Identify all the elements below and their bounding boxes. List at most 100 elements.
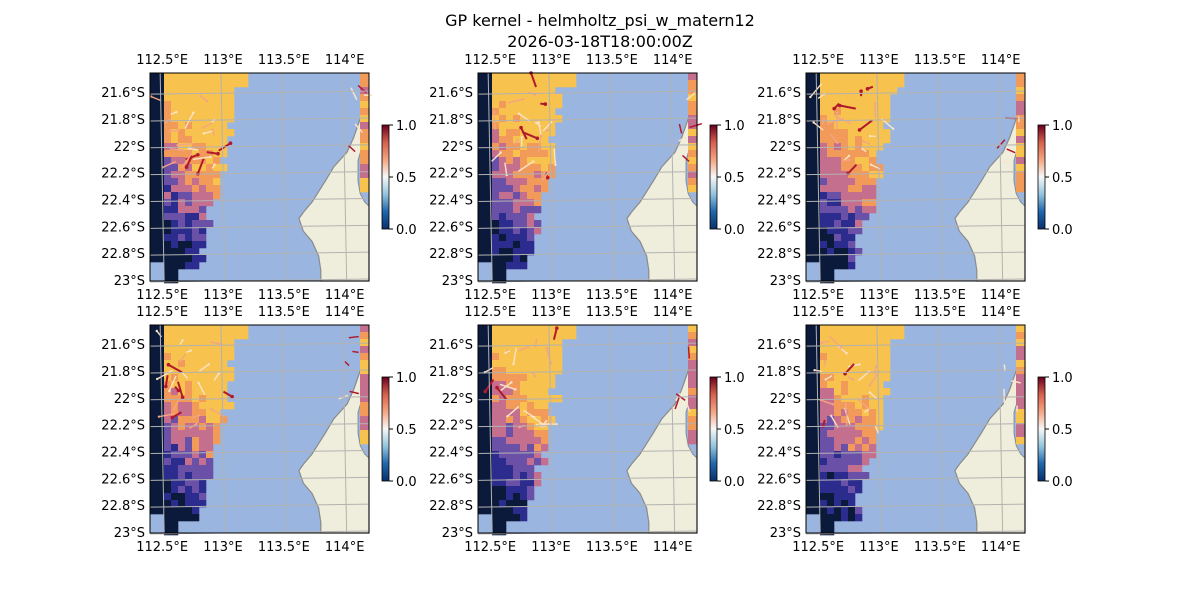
- heatmap-cell: [806, 178, 814, 186]
- heatmap-cell: [171, 157, 179, 165]
- heatmap-cell: [527, 402, 535, 410]
- heatmap-cell: [1016, 332, 1025, 340]
- quiver-arrow-head: [172, 408, 176, 411]
- heatmap-cell: [506, 241, 514, 249]
- heatmap-cell: [206, 157, 214, 165]
- quiver-arrow: [209, 341, 222, 345]
- heatmap-cell: [192, 87, 200, 95]
- heatmap-cell: [834, 220, 842, 228]
- heatmap-cell: [478, 395, 486, 403]
- map-panel-4: 112.5°E112.5°E113°E113°E113.5°E113.5°E11…: [101, 305, 416, 555]
- heatmap-cell: [520, 234, 528, 242]
- heatmap-cell: [150, 346, 158, 354]
- heatmap-cell: [820, 388, 828, 396]
- heatmap-cell: [688, 94, 697, 102]
- heatmap-cell: [478, 157, 486, 165]
- heatmap-cell: [192, 199, 200, 207]
- quiver-arrow-head: [170, 415, 175, 420]
- heatmap-cell: [192, 388, 200, 396]
- heatmap-cell: [834, 402, 842, 410]
- quiver-arrow: [1006, 148, 1016, 154]
- quiver-arrow-head: [180, 395, 185, 400]
- heatmap-cell: [855, 178, 863, 186]
- latitude-tick-label: 22.8°S: [101, 247, 145, 262]
- heatmap-cell: [499, 122, 507, 130]
- heatmap-cell: [360, 437, 369, 445]
- heatmap-cell: [506, 514, 514, 522]
- heatmap-cell: [506, 164, 514, 172]
- heatmap-cell: [555, 101, 563, 109]
- heatmap-cell: [827, 206, 835, 214]
- heatmap-cell: [157, 444, 165, 452]
- heatmap-cell: [1016, 143, 1025, 151]
- heatmap-cell: [688, 353, 697, 361]
- heatmap-cell: [192, 80, 200, 88]
- heatmap-cell: [520, 451, 528, 459]
- heatmap-cell: [178, 150, 186, 158]
- heatmap-cell: [534, 346, 542, 354]
- longitude-tick-label-bottom: 113.5°E: [258, 288, 310, 303]
- quiver-arrow-head: [824, 378, 827, 381]
- heatmap-cell: [848, 129, 856, 137]
- heatmap-cell: [164, 346, 172, 354]
- quiver-arrow: [507, 98, 524, 104]
- heatmap-cell: [213, 325, 221, 333]
- latitude-gridline: [805, 396, 1026, 401]
- longitude-gridline: [281, 72, 287, 282]
- heatmap-cell: [897, 73, 905, 81]
- heatmap-cell: [241, 332, 249, 340]
- heatmap-cell: [862, 325, 870, 333]
- heatmap-cell: [841, 451, 849, 459]
- heatmap-cell: [841, 374, 849, 382]
- heatmap-cell: [862, 332, 870, 340]
- heatmap-cell: [506, 122, 514, 130]
- longitude-tick-label-bottom: 114°E: [653, 288, 693, 303]
- quiver-arrow-head: [891, 127, 895, 130]
- heatmap-cell: [827, 507, 835, 515]
- heatmap-cell: [548, 87, 556, 95]
- heatmap-cell: [862, 94, 870, 102]
- heatmap-cell: [506, 360, 514, 368]
- heatmap-cell: [841, 241, 849, 249]
- heatmap-cell: [876, 80, 884, 88]
- heatmap-cell: [855, 185, 863, 193]
- heatmap-cell: [213, 423, 221, 431]
- heatmap-cell: [185, 143, 193, 151]
- heatmap-cell: [478, 73, 486, 81]
- heatmap-cell: [178, 73, 186, 81]
- heatmap-cell: [192, 157, 200, 165]
- quiver-arrow: [523, 409, 535, 418]
- colorbar-tick-label: 1.0: [396, 119, 417, 134]
- heatmap-cell: [848, 430, 856, 438]
- heatmap-cell: [897, 332, 905, 340]
- panel-frame: [477, 72, 698, 282]
- heatmap-cell: [492, 451, 500, 459]
- heatmap-cell: [171, 255, 179, 263]
- heatmap-cell: [520, 80, 528, 88]
- heatmap-cell: [150, 80, 158, 88]
- heatmap-cell: [178, 381, 186, 389]
- latitude-gridline: [805, 251, 1026, 256]
- heatmap-cell: [492, 164, 500, 172]
- longitude-tick-label-bottom: 113°E: [203, 540, 243, 555]
- heatmap-cell: [806, 234, 814, 242]
- heatmap-cell: [199, 444, 207, 452]
- heatmap-cell: [164, 465, 172, 473]
- heatmap-cell: [820, 360, 828, 368]
- heatmap-cell: [213, 388, 221, 396]
- heatmap-cell: [806, 248, 814, 256]
- heatmap-cell: [499, 213, 507, 221]
- heatmap-cell: [227, 73, 235, 81]
- heatmap-cell: [855, 423, 863, 431]
- heatmap-cell: [876, 416, 884, 424]
- heatmap-cell: [492, 122, 500, 130]
- heatmap-cell: [499, 262, 507, 270]
- heatmap-cell: [527, 374, 535, 382]
- quiver-arrow: [199, 363, 210, 372]
- heatmap-cell: [841, 129, 849, 137]
- heatmap-cell: [541, 122, 549, 130]
- heatmap-cell: [527, 136, 535, 144]
- quiver-arrow-head: [874, 365, 878, 368]
- heatmap-cell: [492, 444, 500, 452]
- heatmap-cell: [178, 115, 186, 123]
